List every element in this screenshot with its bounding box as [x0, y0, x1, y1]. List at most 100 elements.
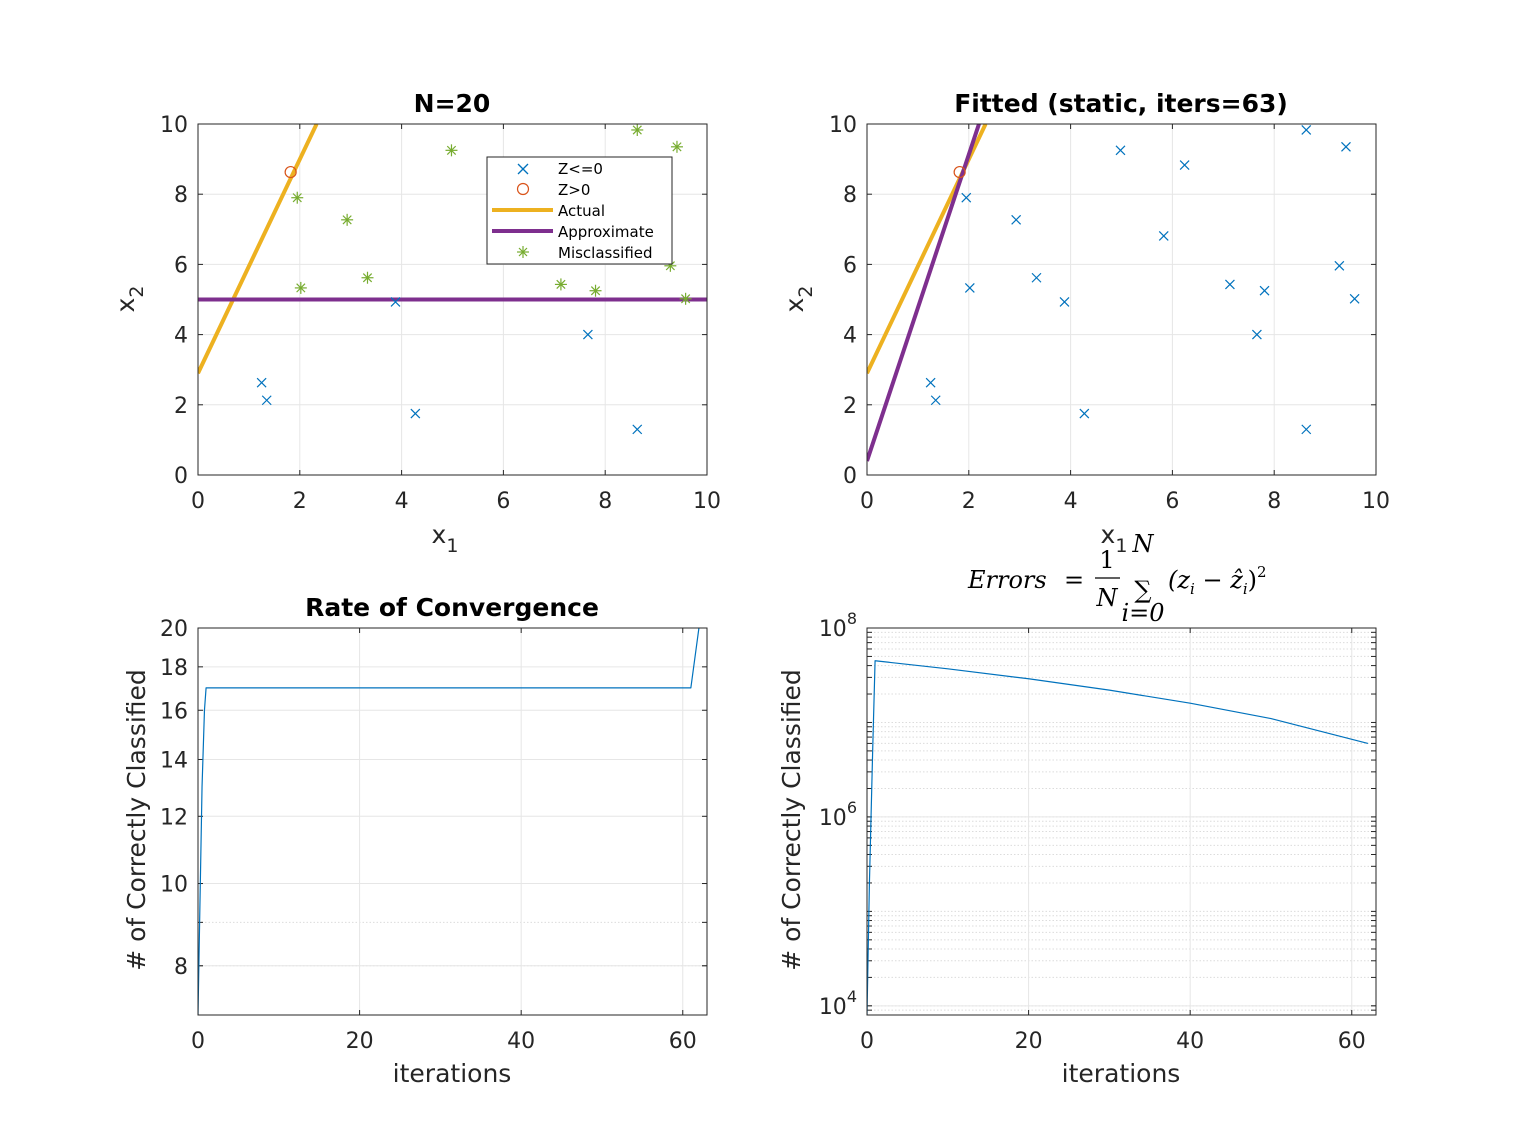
x-tick-label: 0: [860, 489, 874, 514]
approximate-line: [867, 124, 981, 462]
y-tick-label: 2: [843, 394, 857, 419]
series-layer: [867, 124, 1360, 462]
x-tick-label: 8: [598, 489, 612, 514]
x-tick-label: 8: [1267, 489, 1281, 514]
y-tick-labels: 0 2 4 6 8 10: [829, 113, 857, 489]
y-tick-label: 104: [819, 987, 857, 1020]
x-axis-label: iterations: [393, 1059, 512, 1088]
x-tick-label: 0: [191, 1029, 205, 1054]
point-z-nonpos: [1259, 285, 1270, 296]
y-tick-label: 4: [174, 324, 188, 349]
x-tick-label: 40: [1176, 1029, 1204, 1054]
y-tick-label: 10: [160, 113, 188, 138]
x-tick-label: 4: [1064, 489, 1078, 514]
axes-frame: [866, 123, 1377, 476]
y-tick-label: 14: [160, 748, 188, 773]
x-tick-labels: 0 20 40 60: [191, 1029, 697, 1054]
x-tick-label: 4: [395, 489, 409, 514]
point-z-pos: [953, 165, 966, 179]
point-misclassified: [341, 213, 354, 226]
y-tick-label: 0: [843, 464, 857, 489]
point-z-nonpos: [1179, 160, 1190, 170]
axes-frame: [866, 627, 1377, 1016]
x-tick-label: 2: [293, 489, 307, 514]
y-tick-label: 6: [843, 253, 857, 278]
series-layer: [198, 124, 707, 435]
title-numerator: 1: [1099, 546, 1114, 574]
series-line: [867, 660, 1369, 1015]
y-tick-label: 8: [174, 955, 188, 980]
chart-title: Rate of Convergence: [305, 593, 599, 622]
x-tick-label: 40: [507, 1029, 535, 1054]
point-misclassified: [679, 292, 692, 305]
y-tick-labels: 8 10 12 14 16 18 20: [160, 617, 188, 980]
point-misclassified: [554, 278, 567, 291]
legend: Z<=0 Z>0 Actual Approximate Misclassifie…: [486, 156, 673, 265]
y-axis-label: # of Correctly Classified: [122, 669, 151, 971]
legend-marker-z-pos: [516, 182, 530, 196]
point-z-nonpos: [925, 377, 936, 388]
y-axis-label: x2: [780, 286, 817, 313]
point-z-nonpos: [930, 395, 941, 406]
y-tick-label: 12: [160, 805, 188, 830]
title-body: (zi − ẑi)2: [1168, 563, 1267, 598]
x-tick-label: 20: [1015, 1029, 1043, 1054]
point-z-nonpos: [1059, 297, 1070, 307]
x-tick-label: 2: [962, 489, 976, 514]
grid: [197, 627, 707, 1016]
x-axis-label: iterations: [1062, 1059, 1181, 1088]
axes-frame: [197, 123, 708, 476]
point-z-nonpos: [1349, 293, 1360, 304]
y-tick-label: 6: [174, 253, 188, 278]
point-z-nonpos: [390, 297, 401, 307]
subplot-scatter-n20: N=20 0 2 4 6 8 10 0 2 4 6 8 10 x1 x2 Z<=0 Z>0 Actu…: [111, 89, 721, 557]
point-z-nonpos: [964, 282, 975, 293]
chart-title: Fitted (static, iters=63): [954, 89, 1288, 118]
chart-title: N=20: [414, 89, 491, 118]
y-tick-labels: 104 106 108: [819, 609, 857, 1020]
point-misclassified: [291, 191, 304, 204]
title-sum-lower: i=0: [1121, 599, 1164, 627]
y-tick-label: 8: [174, 183, 188, 208]
y-tick-label: 10: [829, 113, 857, 138]
chart-title-equation: Errors = 1 N ∑ N i=0 (zi − ẑi)2: [967, 530, 1267, 627]
y-tick-label: 8: [843, 183, 857, 208]
y-tick-label: 4: [843, 324, 857, 349]
x-tick-labels: 0 2 4 6 8 10: [191, 489, 721, 514]
point-z-nonpos: [1334, 260, 1345, 271]
point-z-nonpos: [1115, 145, 1126, 156]
point-misclassified: [670, 140, 683, 153]
point-z-nonpos: [1301, 424, 1312, 435]
x-tick-label: 0: [191, 489, 205, 514]
point-misclassified: [664, 259, 677, 272]
point-z-nonpos: [261, 395, 272, 406]
x-tick-label: 6: [496, 489, 510, 514]
legend-label-approximate: Approximate: [558, 223, 654, 241]
legend-marker-misclassified: [517, 246, 529, 258]
point-z-nonpos: [1301, 125, 1312, 135]
legend-marker-z-nonpos: [517, 163, 529, 175]
axes-frame: [197, 627, 708, 1016]
point-z-nonpos: [1079, 408, 1090, 419]
point-z-pos: [284, 165, 297, 179]
legend-label-z-pos: Z>0: [558, 181, 590, 199]
point-z-nonpos: [256, 377, 267, 388]
x-tick-label: 6: [1165, 489, 1179, 514]
x-tick-label: 10: [693, 489, 721, 514]
point-z-nonpos: [1158, 231, 1169, 241]
point-misclassified: [294, 281, 307, 294]
legend-label-z-nonpos: Z<=0: [558, 160, 603, 178]
point-z-nonpos: [410, 408, 421, 419]
y-tick-labels: 0 2 4 6 8 10: [160, 113, 188, 489]
subplot-scatter-fitted: Fitted (static, iters=63) 0 2 4 6 8 10 0 2 4 6 8 1…: [780, 89, 1390, 557]
point-z-nonpos: [632, 424, 643, 435]
point-z-nonpos: [961, 192, 972, 203]
point-misclassified: [631, 124, 644, 136]
point-z-nonpos: [1224, 279, 1235, 290]
x-tick-label: 60: [1338, 1029, 1366, 1054]
actual-line: [198, 124, 319, 375]
y-axis-label: # of Correctly Classified: [777, 669, 806, 971]
x-axis-label: x1: [432, 520, 459, 557]
x-tick-label: 0: [860, 1029, 874, 1054]
